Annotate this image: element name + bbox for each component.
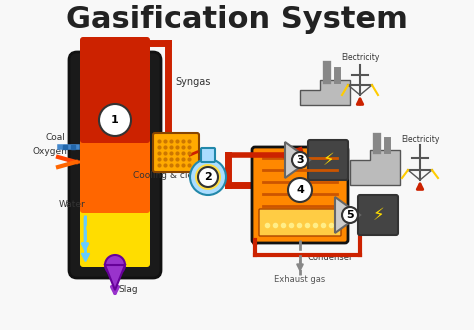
Polygon shape — [335, 197, 360, 233]
Text: Condenser: Condenser — [307, 253, 353, 262]
FancyBboxPatch shape — [153, 133, 199, 172]
Text: Cooling & cleaning: Cooling & cleaning — [133, 171, 219, 180]
Polygon shape — [300, 80, 350, 105]
Circle shape — [105, 255, 125, 275]
Text: ⚡: ⚡ — [322, 151, 334, 169]
Circle shape — [190, 159, 226, 195]
FancyBboxPatch shape — [252, 147, 348, 243]
Text: 4: 4 — [296, 185, 304, 195]
Text: Oxygen: Oxygen — [33, 147, 67, 156]
Circle shape — [342, 207, 358, 223]
FancyBboxPatch shape — [80, 201, 150, 267]
FancyBboxPatch shape — [259, 209, 341, 236]
Text: Exhaust gas: Exhaust gas — [274, 275, 326, 284]
Circle shape — [195, 164, 221, 190]
Text: Coal: Coal — [45, 133, 65, 142]
FancyBboxPatch shape — [308, 140, 348, 180]
Text: 3: 3 — [296, 155, 304, 165]
Text: ⚡: ⚡ — [372, 206, 384, 224]
Text: Gasification System: Gasification System — [66, 6, 408, 35]
Circle shape — [198, 167, 218, 187]
FancyBboxPatch shape — [80, 37, 150, 143]
Circle shape — [292, 152, 308, 168]
FancyBboxPatch shape — [80, 127, 150, 213]
Text: 1: 1 — [111, 115, 119, 125]
Polygon shape — [285, 142, 310, 178]
Circle shape — [99, 104, 131, 136]
FancyBboxPatch shape — [201, 148, 215, 162]
Circle shape — [288, 178, 312, 202]
FancyBboxPatch shape — [69, 52, 161, 278]
Text: Slag: Slag — [118, 285, 137, 294]
Polygon shape — [350, 150, 400, 185]
Text: Electricity: Electricity — [401, 135, 439, 144]
Text: 2: 2 — [204, 172, 212, 182]
FancyBboxPatch shape — [358, 195, 398, 235]
Text: Syngas: Syngas — [175, 77, 210, 87]
Text: Water: Water — [59, 200, 85, 209]
Text: 5: 5 — [346, 210, 354, 220]
Polygon shape — [105, 265, 125, 290]
Text: Electricity: Electricity — [341, 53, 379, 62]
